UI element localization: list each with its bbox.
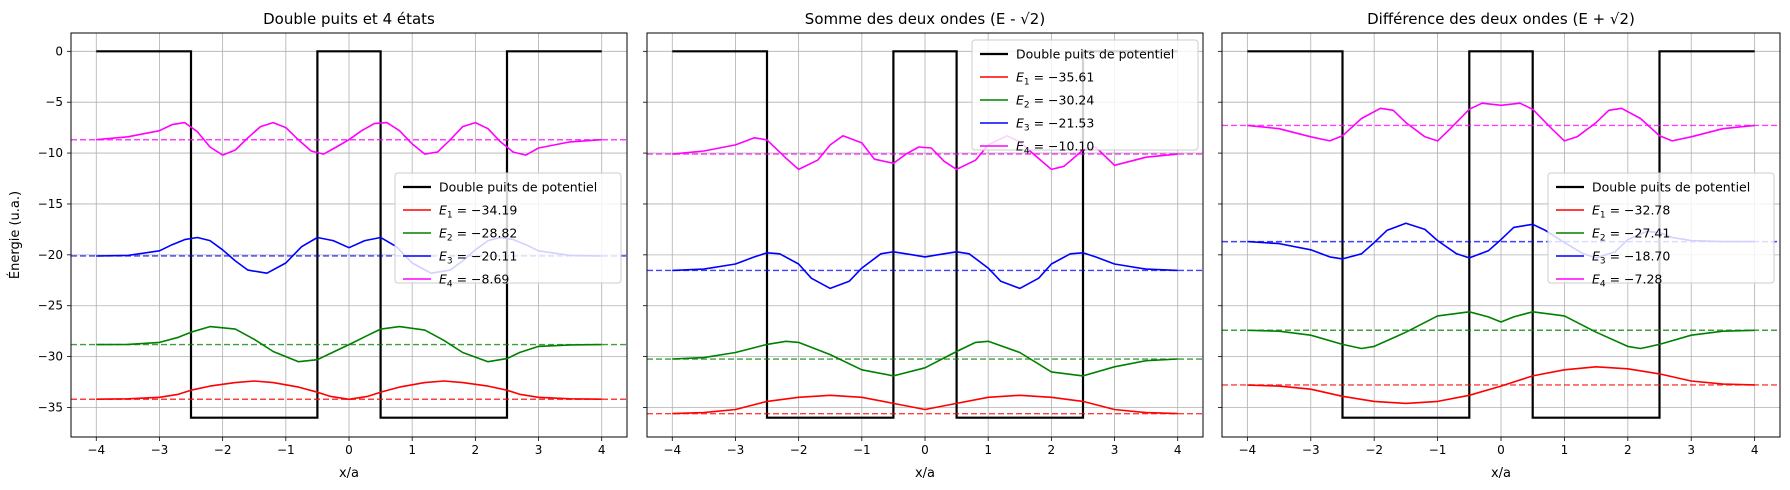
wavefunction-line-1 (96, 380, 602, 401)
wavefunction-line-2 (96, 325, 602, 363)
x-tick-label: −3 (151, 443, 169, 457)
legend-entry-1-label: E1 = −35.61 (1016, 70, 1094, 88)
x-tick-label: 1 (408, 443, 416, 457)
legend: Double puits de potentiel E1 = −32.78 E2 =… (1547, 172, 1775, 290)
y-tick-label: 0 (55, 44, 63, 58)
potential-line (672, 50, 1178, 419)
x-tick-label: −2 (790, 443, 808, 457)
x-tick-label: −3 (727, 443, 745, 457)
legend-entry-3-label: E3 = −20.11 (439, 249, 517, 267)
x-tick-label: 3 (1111, 443, 1119, 457)
x-tick-label: −4 (663, 443, 681, 457)
x-axis-label: x/a (1491, 466, 1511, 481)
x-tick-label: −3 (1302, 443, 1320, 457)
chart-title: Double puits et 4 états (263, 10, 435, 28)
wavefunction-line-4 (1247, 102, 1755, 142)
legend-entry-potential-label: Double puits de potentiel (439, 180, 597, 195)
x-tick-label: −4 (1239, 443, 1257, 457)
chart-panel-3: −4 −3 −2 −1 0 1 2 3 4 Différence des deux ondes (… (1218, 10, 1781, 481)
x-tick-label: 4 (598, 443, 606, 457)
legend-entry-4-label: E4 = −8.69 (439, 272, 509, 290)
y-tick-label: −30 (38, 350, 63, 364)
y-tick-label: −20 (38, 248, 63, 262)
legend-entry-1-label: E1 = −34.19 (439, 203, 517, 221)
y-tick-label: −5 (45, 95, 63, 109)
wavefunction-line-3 (672, 251, 1178, 290)
legend-entry-1-label: E1 = −32.78 (1592, 203, 1670, 221)
x-axis-label: x/a (915, 466, 935, 481)
legend-entry-4-label: E4 = −10.10 (1016, 139, 1094, 157)
x-tick-label: 1 (984, 443, 992, 457)
legend: Double puits de potentiel E1 = −34.19 E2 =… (394, 172, 622, 290)
chart-panel-1: −4 −3 −2 −1 0 1 2 3 40−5−10−15−20−25−30−35Double… (38, 10, 628, 481)
x-axis-label: x/a (339, 466, 359, 481)
x-tick-label: 2 (1624, 443, 1632, 457)
x-tick-label: −4 (87, 443, 105, 457)
legend-entry-2-label: E2 = −30.24 (1016, 93, 1094, 111)
x-tick-label: 0 (1497, 443, 1505, 457)
x-tick-label: 0 (921, 443, 929, 457)
y-tick-label: −15 (38, 197, 63, 211)
x-tick-label: 3 (535, 443, 543, 457)
x-tick-label: −1 (1429, 443, 1447, 457)
y-tick-label: −25 (38, 299, 63, 313)
legend-entry-3-label: E3 = −21.53 (1016, 116, 1094, 134)
chart-title: Différence des deux ondes (E + √2) (1367, 10, 1635, 28)
legend: Double puits de potentiel E1 = −35.61 E2 =… (971, 39, 1199, 157)
wavefunction-line-2 (1247, 310, 1755, 350)
x-tick-label: −1 (277, 443, 295, 457)
wavefunction-line-1 (672, 394, 1178, 415)
x-tick-label: 4 (1174, 443, 1182, 457)
x-tick-label: 4 (1751, 443, 1759, 457)
wavefunction-line-2 (672, 340, 1178, 377)
legend-entry-3-label: E3 = −18.70 (1592, 249, 1670, 267)
chart-title: Somme des deux ondes (E - √2) (805, 10, 1045, 28)
x-tick-label: −2 (1365, 443, 1383, 457)
y-tick-label: −10 (38, 146, 63, 160)
legend-entry-potential-label: Double puits de potentiel (1592, 180, 1750, 195)
legend-box (971, 39, 1199, 151)
x-tick-label: 2 (1048, 443, 1056, 457)
x-tick-label: −1 (853, 443, 871, 457)
wavefunction-line-4 (96, 121, 602, 156)
x-tick-label: 1 (1561, 443, 1569, 457)
x-tick-label: 3 (1687, 443, 1695, 457)
x-tick-label: 0 (345, 443, 353, 457)
y-tick-label: −35 (38, 400, 63, 414)
legend-entry-4-label: E4 = −7.28 (1592, 272, 1662, 290)
legend-box (1547, 172, 1775, 284)
x-tick-label: 2 (472, 443, 480, 457)
plot-area (647, 50, 1203, 419)
wavefunction-line-1 (1247, 365, 1755, 405)
legend-entry-2-label: E2 = −28.82 (439, 226, 517, 244)
chart-panel-2: −4 −3 −2 −1 0 1 2 3 4 Somme des deux ondes (E - √… (643, 10, 1204, 481)
legend-box (394, 172, 622, 284)
legend-entry-2-label: E2 = −27.41 (1592, 226, 1670, 244)
wavefunction-line-4 (672, 135, 1178, 171)
x-tick-label: −2 (214, 443, 232, 457)
legend-entry-potential-label: Double puits de potentiel (1016, 47, 1174, 62)
y-axis-label: Énergie (u.a.) (7, 191, 23, 279)
